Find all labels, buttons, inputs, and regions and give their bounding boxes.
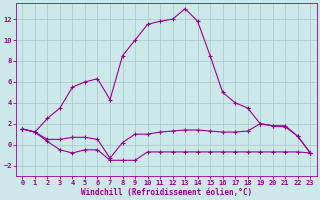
X-axis label: Windchill (Refroidissement éolien,°C): Windchill (Refroidissement éolien,°C): [81, 188, 252, 197]
